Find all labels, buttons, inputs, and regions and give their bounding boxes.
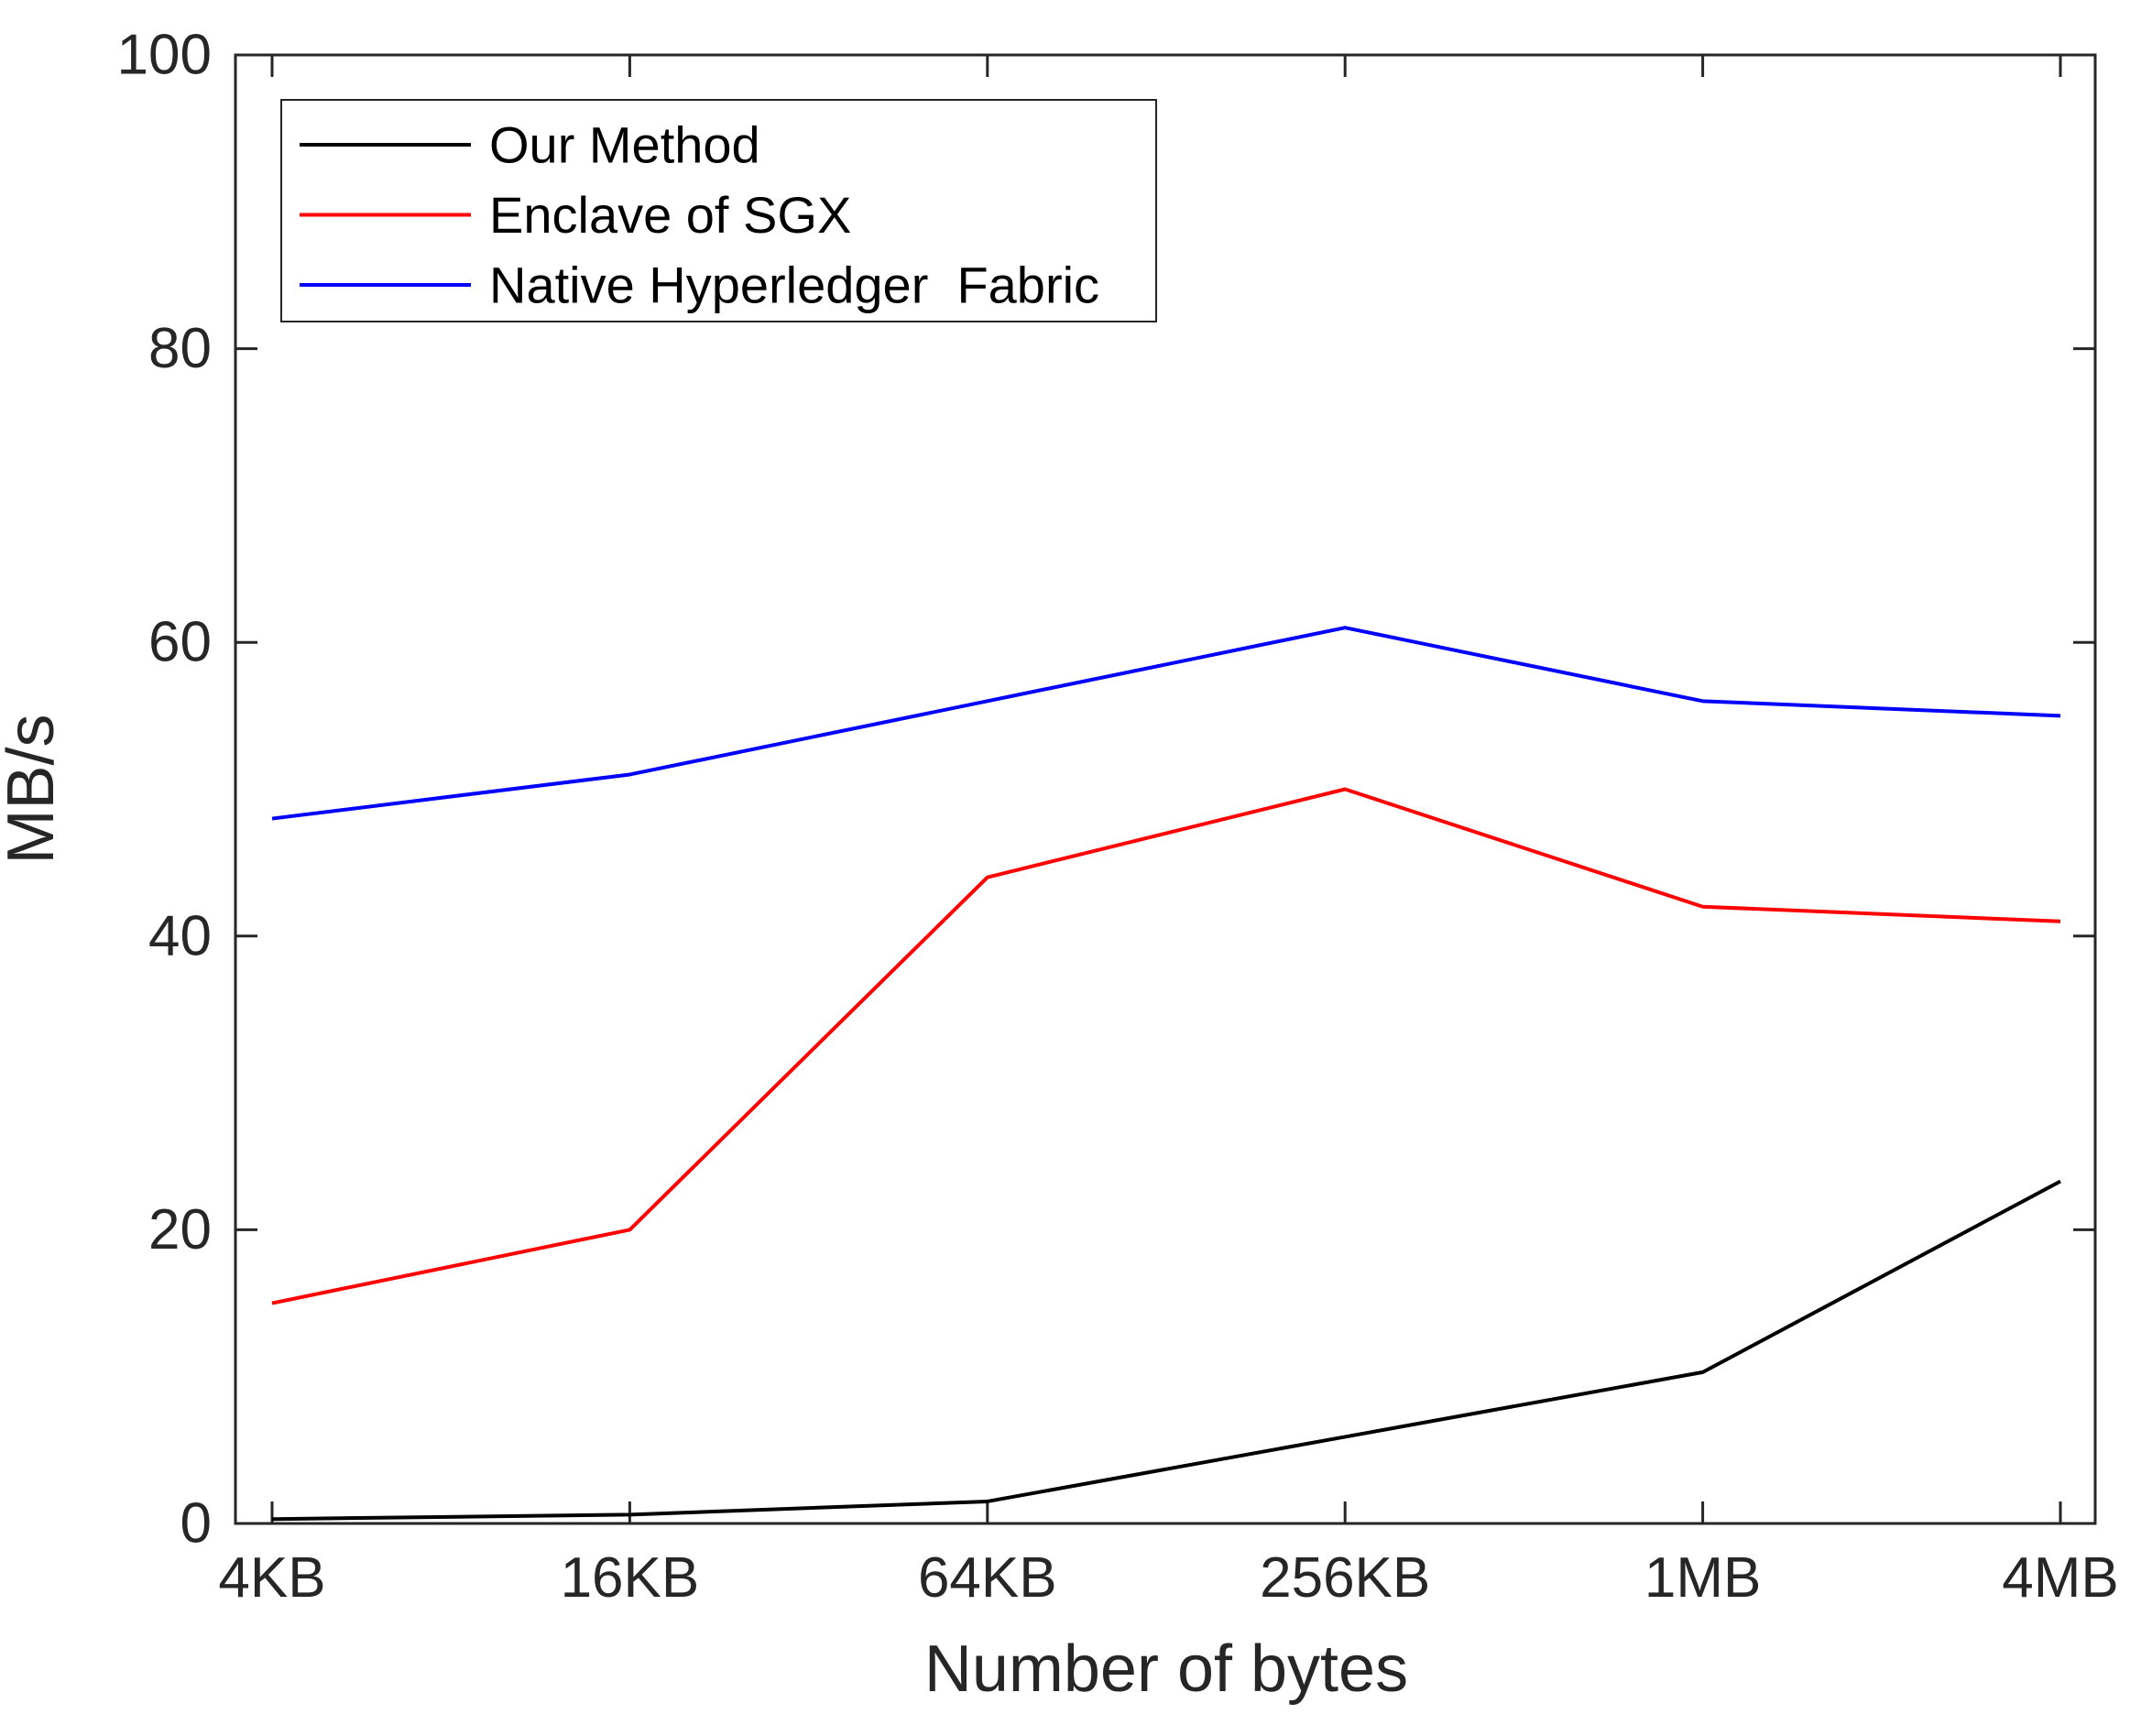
x-tick-label: 4KB xyxy=(218,1546,325,1610)
legend-label: Our Method xyxy=(489,116,760,174)
y-tick-label: 40 xyxy=(148,904,212,967)
y-axis-label: MB/s xyxy=(0,714,68,864)
x-tick-label: 1MB xyxy=(1644,1546,1761,1610)
series-line-native-hyperledger-fabric xyxy=(271,626,2061,821)
x-tick-label: 256KB xyxy=(1260,1546,1430,1610)
legend-label: Native Hyperledger Fabric xyxy=(489,257,1099,314)
y-tick-label: 80 xyxy=(148,317,212,380)
x-axis-label: Number of bytes xyxy=(924,1632,1408,1706)
series-line-our-method xyxy=(271,1179,2061,1522)
series-line-enclave-of-sgx xyxy=(271,787,2061,1305)
x-tick-label: 16KB xyxy=(561,1546,700,1610)
y-tick-label: 100 xyxy=(117,24,212,87)
legend-label: Enclave of SGX xyxy=(489,186,851,244)
y-tick-label: 0 xyxy=(180,1492,212,1556)
x-tick-label: 4MB xyxy=(2002,1546,2118,1610)
axes-box xyxy=(234,53,2097,1525)
y-tick-label: 20 xyxy=(148,1198,212,1261)
y-tick-label: 60 xyxy=(148,611,212,674)
x-tick-label: 64KB xyxy=(918,1546,1057,1610)
